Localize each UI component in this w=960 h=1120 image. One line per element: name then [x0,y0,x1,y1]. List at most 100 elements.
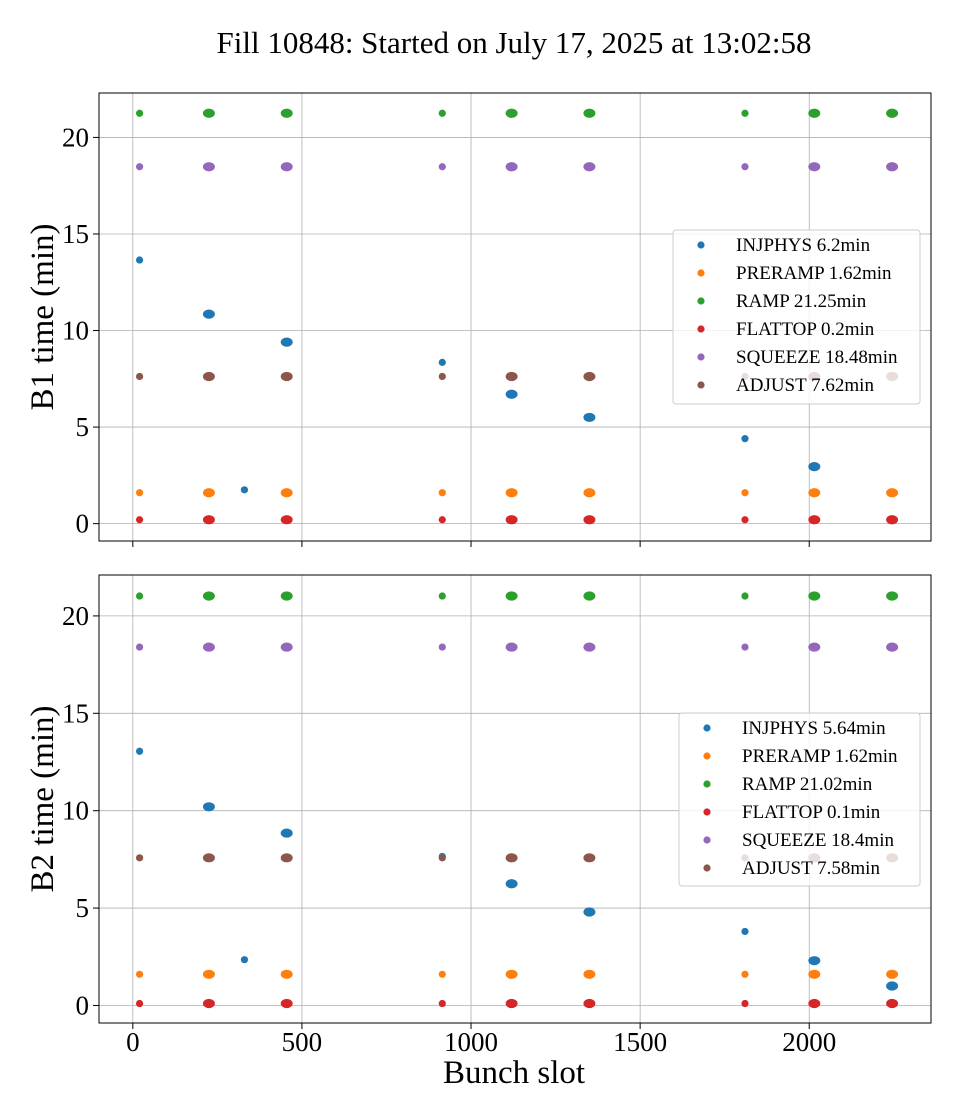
legend-label: INJPHYS 5.64min [742,718,886,739]
data-point [583,488,596,498]
series-injphys [135,256,821,494]
legend-marker [697,241,705,249]
data-point [808,591,821,601]
legend-marker [703,808,711,816]
data-point [886,981,899,991]
data-point [886,515,899,525]
data-point [438,970,446,978]
data-point [135,747,144,755]
data-point [280,488,293,498]
data-point [280,853,293,863]
series-ramp [135,108,899,118]
data-point [202,802,215,812]
legend-label: FLATTOP 0.2min [736,319,875,340]
data-point [808,956,821,966]
data-point [741,435,749,443]
data-point [505,371,518,382]
legend-label: SQUEEZE 18.4min [742,830,894,851]
legend-marker [697,297,705,305]
data-point [886,108,899,118]
x-tick-label: 1500 [613,1027,667,1057]
data-point [741,643,749,651]
legend-marker [703,724,711,732]
data-point [438,358,446,366]
x-tick-label: 0 [126,1027,140,1057]
data-point [135,999,144,1008]
data-point [505,591,518,601]
axes-frame [98,574,932,1024]
legend-label: RAMP 21.02min [742,774,873,795]
series-squeeze [135,162,899,172]
panels: 0 5 10 15 20 B1 time (min) INJPHYS 6.2min PRERA… [25,92,932,1057]
data-point [135,489,144,497]
series-preramp [135,488,899,498]
x-axis-label: Bunch slot [443,1055,585,1091]
legend-marker [697,325,705,333]
series-preramp [135,969,899,979]
legend-label: FLATTOP 0.1min [742,802,881,823]
data-point [202,591,215,601]
y-axis-label: B1 time (min) [25,224,61,411]
data-point [505,389,518,399]
data-point [135,643,144,651]
y-axis-label: B2 time (min) [25,706,61,893]
data-point [135,163,144,171]
data-point [280,515,293,525]
data-point [741,163,749,171]
y-tick-label: 10 [62,796,89,826]
data-point [505,108,518,118]
y-tick-label: 20 [62,122,89,152]
legend-marker [703,780,711,788]
data-point [741,516,749,524]
data-point [808,162,821,172]
series-squeeze [135,642,899,652]
series-flattop [135,515,899,525]
legend: INJPHYS 6.2min PRERAMP 1.62min RAMP 21.25m… [672,229,921,405]
figure-title: Fill 10848: Started on July 17, 2025 at … [216,25,811,60]
data-point [505,998,518,1009]
data-point [280,162,293,172]
axes-frame [98,92,932,542]
legend-frame [672,229,921,405]
data-point [135,592,144,600]
data-point [135,854,144,862]
data-point [808,515,821,525]
data-point [438,592,446,600]
data-point [280,108,293,118]
data-point [280,828,293,838]
data-point [505,488,518,498]
data-point [583,412,596,423]
data-point [202,309,215,319]
data-point [808,998,821,1009]
data-point [808,108,821,118]
data-point [583,969,596,979]
legend: INJPHYS 5.64min PRERAMP 1.62min RAMP 21.02… [678,712,921,887]
legend-marker [703,752,711,760]
data-point [505,162,518,172]
data-point [240,486,249,494]
legend-label: INJPHYS 6.2min [736,235,871,256]
data-point [505,642,518,652]
data-point [808,642,821,652]
data-point [741,927,749,936]
legend-marker [697,381,705,389]
data-point [583,371,596,382]
legend-label: PRERAMP 1.62min [742,746,898,767]
data-point [886,998,899,1009]
legend-label: ADJUST 7.58min [742,858,880,879]
data-point [280,969,293,979]
y-tick-label: 5 [76,412,90,442]
data-point [202,371,215,382]
data-point [135,516,144,524]
data-point [583,162,596,172]
series-injphys [135,747,899,991]
data-point [741,999,749,1008]
data-point [583,853,596,863]
data-point [135,109,144,117]
data-point [505,853,518,863]
legend-marker [697,269,705,277]
data-point [280,642,293,652]
data-point [741,970,749,978]
data-point [741,109,749,117]
